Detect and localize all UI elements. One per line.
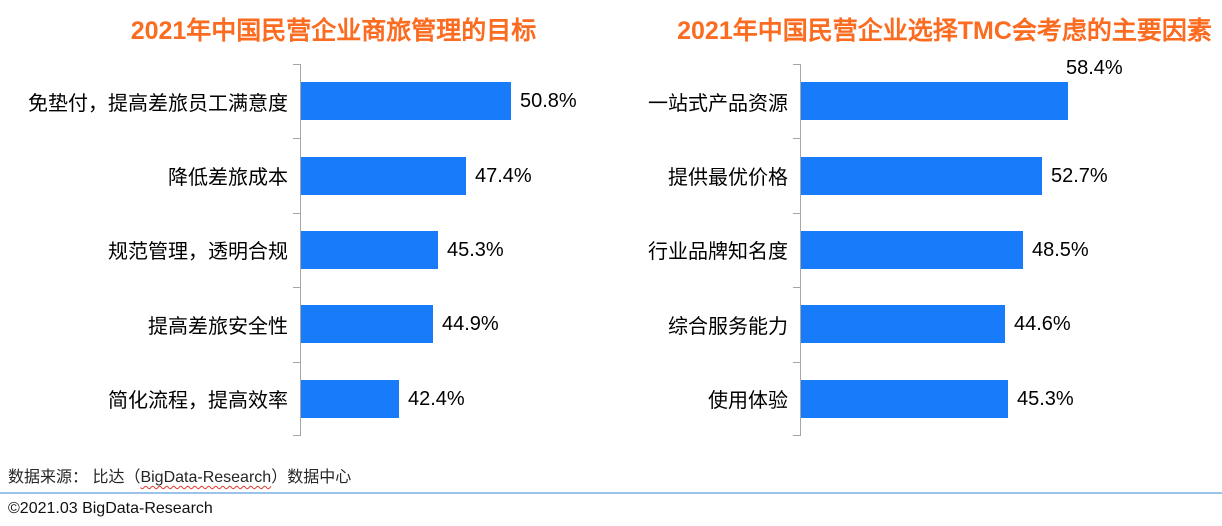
value-label: 47.4% xyxy=(475,164,532,187)
bar: 58.4% xyxy=(801,58,1123,121)
value-label: 58.4% xyxy=(1066,57,1123,80)
category-label: 规范管理，透明合规 xyxy=(108,241,288,264)
bar: 44.6% xyxy=(801,305,1071,344)
category-label: 提供最优价格 xyxy=(668,167,788,190)
bar-row: 58.4% xyxy=(801,58,1222,138)
axis-tick xyxy=(293,435,301,436)
value-label: 52.7% xyxy=(1051,164,1108,187)
chart-title: 2021年中国民营企业商旅管理的目标 xyxy=(130,17,537,45)
axis-tick xyxy=(793,138,801,140)
category-labels: 一站式产品资源提供最优价格行业品牌知名度综合服务能力使用体验 xyxy=(611,64,800,436)
bar-row: 45.3% xyxy=(301,213,611,287)
plot-area: 58.4% 52.7% 48.5% 44.6% 45.3% xyxy=(793,58,1222,436)
bar-row: 52.7% xyxy=(801,138,1222,212)
bar-row: 47.4% xyxy=(301,138,611,212)
value-label: 45.3% xyxy=(1017,387,1074,410)
category-labels: 免垫付，提高差旅员工满意度降低差旅成本规范管理，透明合规提高差旅安全性简化流程，… xyxy=(0,64,300,436)
travel-goals-chart: 2021年中国民营企业商旅管理的目标 免垫付，提高差旅员工满意度降低差旅成本规范… xyxy=(0,0,611,460)
axis-tick xyxy=(793,435,801,436)
bar-row: 45.3% xyxy=(801,362,1222,436)
chart-title: 2021年中国民营企业选择TMC会考虑的主要因素 xyxy=(677,17,1212,45)
bar-row: 44.6% xyxy=(801,287,1222,361)
chart-body: 免垫付，提高差旅员工满意度降低差旅成本规范管理，透明合规提高差旅安全性简化流程，… xyxy=(0,64,611,436)
value-label: 44.9% xyxy=(442,313,499,336)
bar: 50.8% xyxy=(301,82,577,121)
axis-tick xyxy=(793,212,801,214)
value-label: 42.4% xyxy=(408,387,465,410)
category-label: 简化流程，提高效率 xyxy=(108,390,288,413)
bar-row: 50.8% xyxy=(301,64,611,138)
copyright-text: ©2021.03 BigData-Research xyxy=(8,500,213,517)
category-label: 行业品牌知名度 xyxy=(648,241,788,264)
bar: 48.5% xyxy=(801,230,1089,269)
category-label: 使用体验 xyxy=(708,390,788,413)
axis-tick xyxy=(293,212,301,214)
category-label: 综合服务能力 xyxy=(668,315,788,338)
bar-row: 44.9% xyxy=(301,287,611,361)
axis-tick xyxy=(293,361,301,363)
bar: 45.3% xyxy=(301,230,504,269)
category-label: 降低差旅成本 xyxy=(168,167,288,190)
bar: 45.3% xyxy=(801,379,1074,418)
axis-tick xyxy=(293,64,301,65)
bar-row: 48.5% xyxy=(801,213,1222,287)
source-note-suffix: ）数据中心 xyxy=(271,469,352,486)
bar-row: 42.4% xyxy=(301,362,611,436)
bar: 47.4% xyxy=(301,156,532,195)
axis-tick xyxy=(293,138,301,140)
value-label: 44.6% xyxy=(1014,313,1071,336)
bar: 44.9% xyxy=(301,305,499,344)
axis-tick xyxy=(793,287,801,289)
bar: 42.4% xyxy=(301,379,465,418)
tmc-factors-chart: 2021年中国民营企业选择TMC会考虑的主要因素 一站式产品资源提供最优价格行业… xyxy=(611,0,1222,460)
category-label: 一站式产品资源 xyxy=(648,92,788,115)
value-label: 48.5% xyxy=(1032,238,1089,261)
value-label: 45.3% xyxy=(447,238,504,261)
axis-tick xyxy=(793,361,801,363)
data-source-note: 数据来源： 比达（BigData-Research）数据中心 xyxy=(8,463,351,487)
chart-body: 一站式产品资源提供最优价格行业品牌知名度综合服务能力使用体验 58.4% 52.7%… xyxy=(611,58,1222,436)
category-label: 提高差旅安全性 xyxy=(148,315,288,338)
axis-tick xyxy=(793,64,801,65)
category-label: 免垫付，提高差旅员工满意度 xyxy=(28,92,288,115)
plot-area: 50.8% 47.4% 45.3% 44.9% 42.4% xyxy=(293,64,611,436)
bar: 52.7% xyxy=(801,156,1108,195)
value-label: 50.8% xyxy=(520,90,577,113)
source-note-prefix: 数据来源： 比达（ xyxy=(8,469,141,486)
source-note-spellcheck-word: BigData-Research xyxy=(140,469,272,486)
axis-tick xyxy=(293,287,301,289)
footer-divider xyxy=(0,492,1222,494)
